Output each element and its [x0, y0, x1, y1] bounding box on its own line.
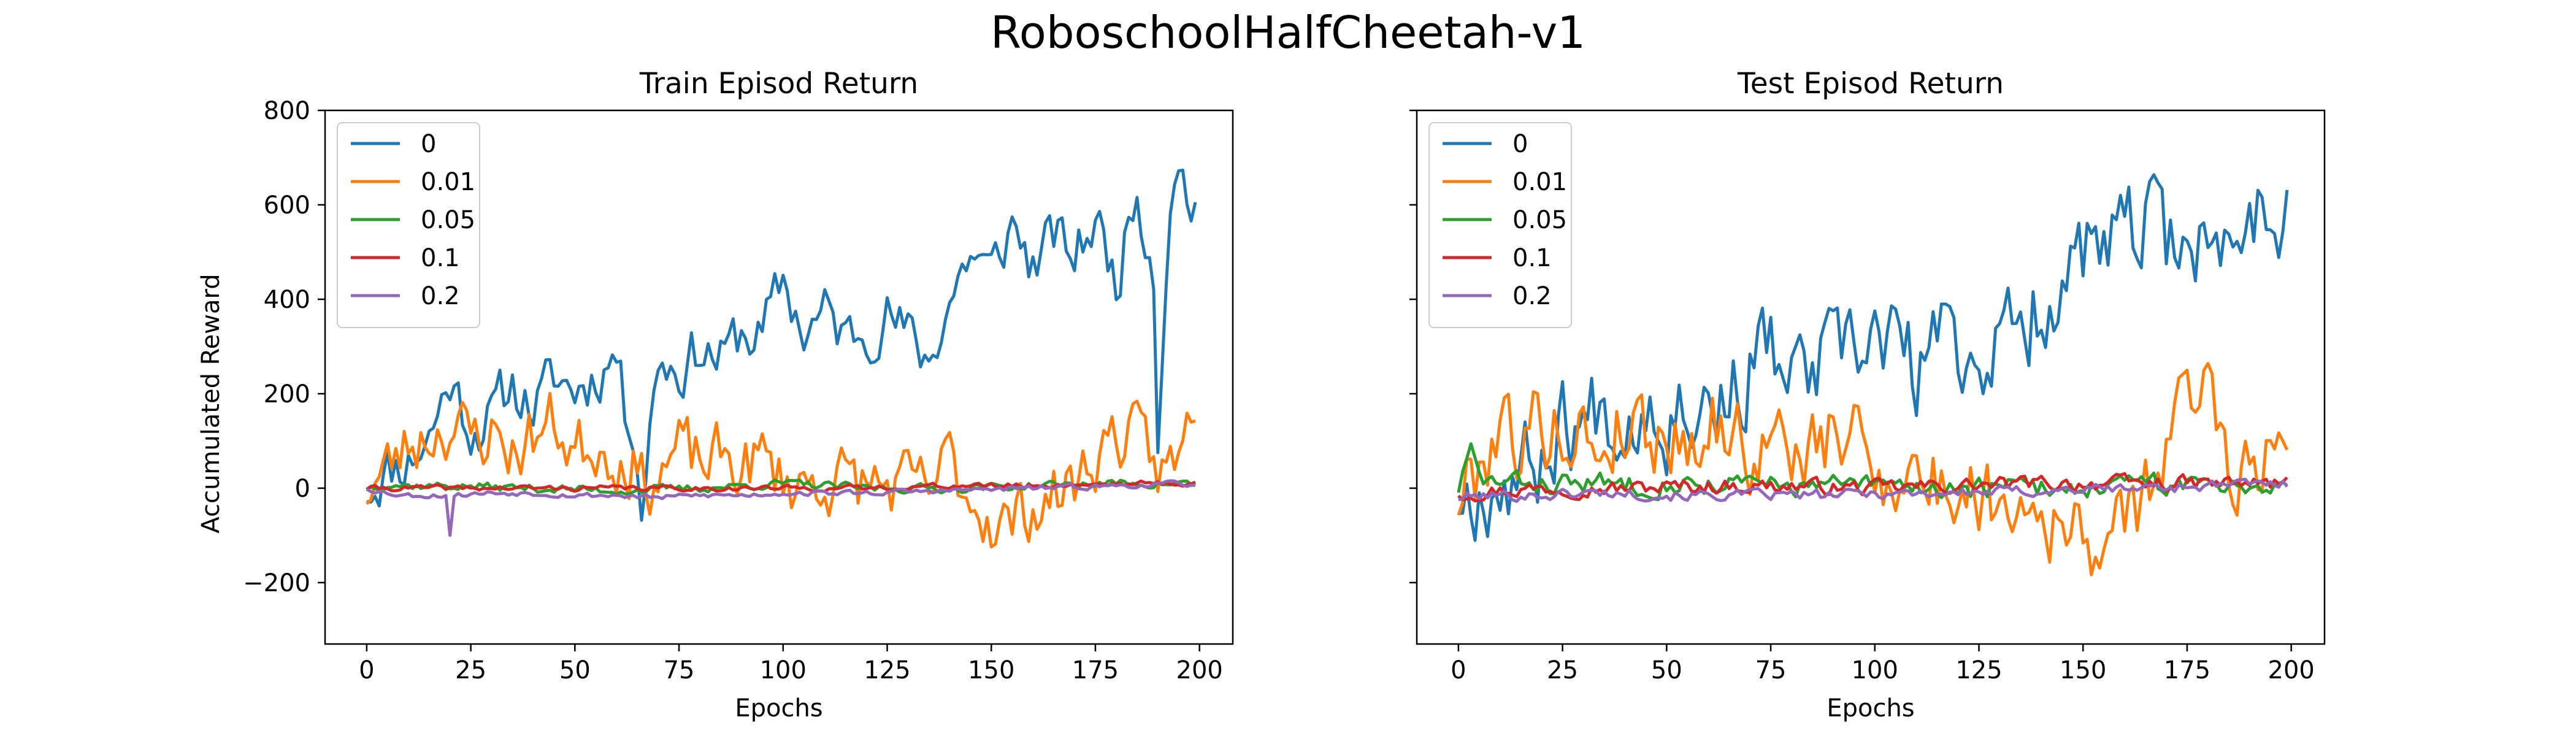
x-tick-label-test: 75	[1755, 656, 1787, 684]
train-xlabel: Epochs	[735, 694, 822, 723]
legend-label: 0.01	[421, 168, 475, 196]
x-tick-label-train: 50	[559, 656, 591, 684]
test-panel: Test Episod Return 0 25 50 75 100 125 150 175 20…	[1409, 67, 2326, 723]
x-tick-label-test: 0	[1451, 656, 1466, 684]
test-xlabel: Epochs	[1827, 694, 1914, 723]
series-line-test-0_2	[1458, 478, 2288, 503]
series-line-train-0_2	[366, 479, 1196, 537]
x-tick-label-train: 75	[664, 656, 695, 684]
train-ylabel: Accumulated Reward	[197, 274, 225, 533]
legend-label: 0.05	[421, 206, 475, 234]
legend-label: 0.2	[1512, 282, 1552, 310]
legend-label: 0.01	[1512, 168, 1567, 196]
y-tick-label-train: 400	[264, 286, 310, 314]
x-tick-label-train: 175	[1072, 656, 1119, 684]
x-tick-label-test: 200	[2268, 656, 2315, 684]
train-panel: Train Episod Return 0 25 50 75 100 125 150 175 2…	[197, 67, 1234, 723]
x-tick-label-train: 25	[455, 656, 486, 684]
legend-label: 0.1	[1512, 244, 1552, 272]
y-tick-label-train: 200	[264, 380, 310, 408]
legend-train: 0 0.01 0.05 0.1 0.2	[337, 122, 480, 328]
legend-label: 0.2	[421, 282, 460, 310]
series-line-train-0	[366, 169, 1197, 522]
x-tick-label-test: 50	[1651, 656, 1682, 684]
x-tick-label-test: 25	[1547, 656, 1578, 684]
x-tick-label-test: 175	[2164, 656, 2210, 684]
series-line-train-0_01	[366, 392, 1196, 549]
series-line-test-0	[1458, 173, 2289, 542]
y-tick-label-train: 800	[264, 97, 310, 125]
legend-test: 0 0.01 0.05 0.1 0.2	[1428, 122, 1572, 328]
x-tick-label-train: 125	[864, 656, 910, 684]
axes-frame-test	[1416, 109, 2326, 645]
y-tick-label-train: −200	[243, 569, 310, 597]
series-line-test-0_05	[1457, 442, 2288, 502]
y-tick-label-train: 600	[264, 191, 310, 220]
x-tick-label-test: 125	[1955, 656, 2002, 684]
x-tick-label-train: 100	[760, 656, 807, 684]
axes-frame-train	[324, 109, 1234, 645]
legend-label: 0.05	[1512, 206, 1567, 234]
x-tick-label-train: 150	[968, 656, 1014, 684]
test-title: Test Episod Return	[1737, 67, 2004, 101]
legend-label: 0	[421, 130, 436, 158]
x-tick-label-train: 0	[359, 656, 374, 684]
train-title: Train Episod Return	[639, 67, 918, 101]
legend-label: 0	[1512, 130, 1528, 158]
figure-suptitle: RoboschoolHalfCheetah-v1	[991, 7, 1585, 58]
series-line-test-0_01	[1457, 362, 2289, 577]
x-tick-label-test: 100	[1852, 656, 1898, 684]
legend-label: 0.1	[421, 244, 460, 272]
y-tick-label-train: 0	[295, 475, 310, 503]
x-tick-label-train: 200	[1176, 656, 1223, 684]
x-tick-label-test: 150	[2060, 656, 2106, 684]
